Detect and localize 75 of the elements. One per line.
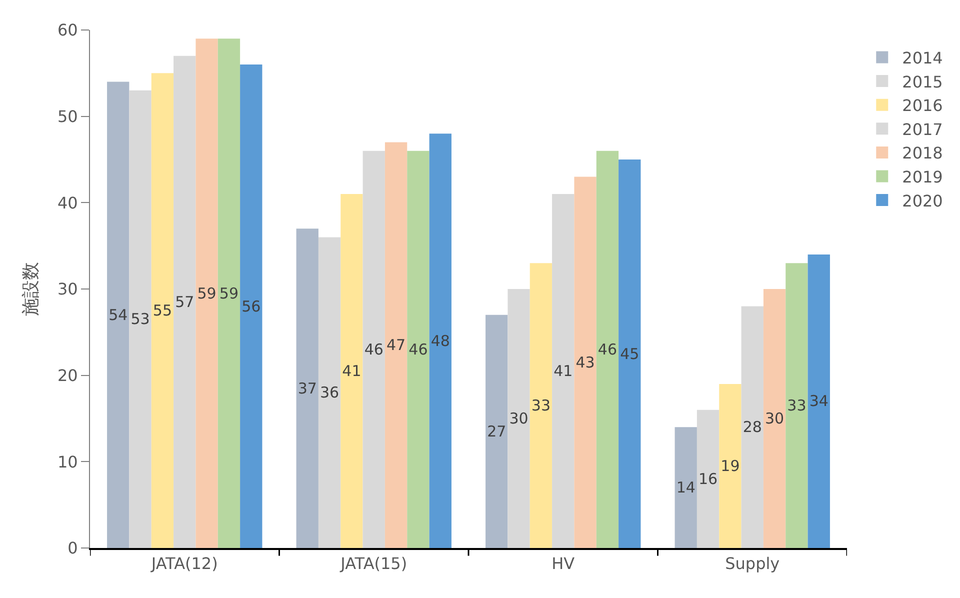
bar xyxy=(384,142,408,548)
data-label: 41 xyxy=(554,362,573,380)
data-label: 41 xyxy=(342,362,362,380)
data-label: 59 xyxy=(197,284,216,302)
data-label: 27 xyxy=(487,422,506,440)
bar xyxy=(107,82,130,548)
y-tick-label: 20 xyxy=(57,366,78,385)
data-label: 53 xyxy=(130,310,150,328)
bar xyxy=(407,150,430,548)
bar xyxy=(508,289,530,548)
data-label: 46 xyxy=(598,340,618,358)
data-label: 46 xyxy=(364,340,384,358)
bar xyxy=(196,38,218,548)
data-label: 37 xyxy=(298,379,317,398)
data-label: 54 xyxy=(108,306,128,324)
data-label: 30 xyxy=(509,410,528,428)
y-tick-label: 30 xyxy=(57,280,78,299)
data-label: 55 xyxy=(152,302,172,320)
data-label: 36 xyxy=(320,384,340,402)
data-label: 33 xyxy=(787,396,806,415)
bar xyxy=(218,38,240,548)
data-label: 30 xyxy=(765,410,784,428)
bar xyxy=(696,410,720,548)
y-tick-label: 60 xyxy=(57,20,78,40)
data-label: 14 xyxy=(676,478,696,497)
data-label: 47 xyxy=(386,336,406,354)
x-tick-label: JATA(12) xyxy=(150,554,218,573)
bar xyxy=(596,150,619,548)
x-tick-label: JATA(15) xyxy=(340,554,408,573)
bar xyxy=(296,228,318,548)
data-label: 28 xyxy=(742,418,762,436)
bar xyxy=(786,263,808,548)
legend-label: 2019 xyxy=(902,168,943,186)
y-tick-label: 40 xyxy=(57,193,78,212)
data-label: 59 xyxy=(219,284,239,302)
bar xyxy=(362,150,385,548)
data-label: 48 xyxy=(430,332,450,350)
bar xyxy=(763,289,786,548)
bar xyxy=(741,306,764,548)
legend-label: 2015 xyxy=(902,72,943,92)
bar xyxy=(174,56,196,548)
y-tick-label: 0 xyxy=(68,538,78,558)
y-tick-label: 50 xyxy=(57,106,78,126)
bar xyxy=(429,134,452,548)
bar xyxy=(486,314,508,548)
legend-label: 2017 xyxy=(902,120,943,139)
bar xyxy=(340,194,363,548)
y-tick-label: 10 xyxy=(57,452,78,472)
bar xyxy=(318,237,341,548)
x-tick-label: Supply xyxy=(725,554,780,573)
bar xyxy=(808,254,830,548)
legend-label: 2014 xyxy=(902,48,943,68)
bar xyxy=(574,176,596,548)
bar xyxy=(618,160,641,548)
data-label: 16 xyxy=(698,470,718,488)
data-label: 46 xyxy=(408,340,428,358)
data-label: 43 xyxy=(576,353,595,372)
bar xyxy=(719,384,742,548)
data-label: 34 xyxy=(809,392,828,410)
x-tick-label: HV xyxy=(552,554,575,573)
legend-label: 2018 xyxy=(902,144,943,163)
data-label: 57 xyxy=(175,292,194,311)
data-label: 19 xyxy=(720,456,740,475)
bar xyxy=(129,90,152,548)
data-label: 45 xyxy=(620,344,640,363)
data-label: 33 xyxy=(531,396,550,415)
legend-label: 2020 xyxy=(902,191,943,210)
data-label: 56 xyxy=(242,297,261,316)
bar xyxy=(552,194,574,548)
y-axis-title: 施設数 xyxy=(20,262,42,316)
bar xyxy=(151,73,174,548)
legend-label: 2016 xyxy=(902,96,943,116)
bar xyxy=(530,263,552,548)
bar xyxy=(674,427,697,548)
bar xyxy=(240,64,262,548)
